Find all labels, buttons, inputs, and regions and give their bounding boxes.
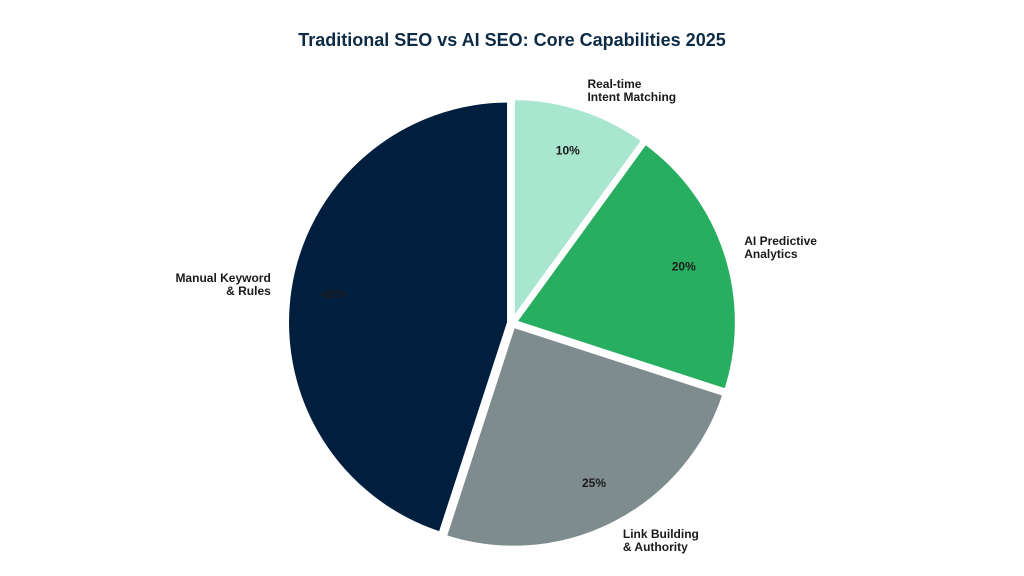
pie-slice [510, 96, 647, 327]
value-label: 20% [672, 259, 696, 273]
value-label: 10% [556, 143, 580, 157]
pie-slice [442, 323, 728, 550]
pie-slice [511, 139, 739, 394]
pie-slice [285, 98, 512, 537]
chart-title: Traditional SEO vs AI SEO: Core Capabili… [298, 30, 725, 50]
category-label: Manual Keyword & Rules [175, 270, 271, 298]
value-label: 45% [322, 287, 346, 301]
category-label: Real-time Intent Matching [587, 76, 677, 104]
category-label: Link Building & Authority [622, 526, 699, 554]
category-label: AI Predictive Analytics [744, 233, 817, 261]
value-label: 25% [582, 476, 606, 490]
